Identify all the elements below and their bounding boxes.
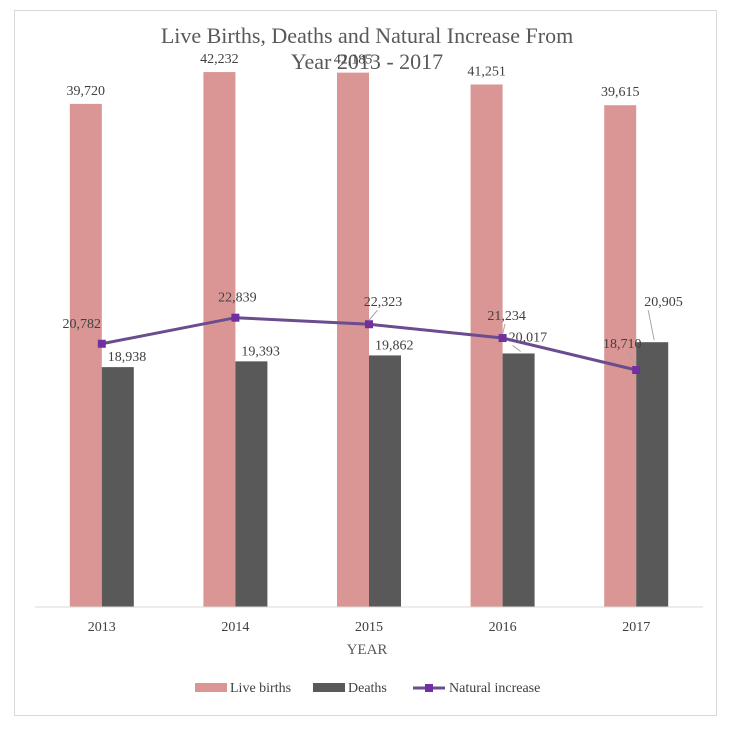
marker-natural-increase-2015 [365, 320, 373, 329]
x-axis-title: YEAR [347, 642, 388, 658]
chart-title-line-2: Year 2013 - 2017 [291, 49, 443, 74]
bar-deaths-2016 [502, 353, 535, 607]
bar-deaths-2014 [235, 361, 268, 607]
bar-deaths-2017 [636, 342, 669, 607]
leader-natural-increase-2016 [502, 323, 506, 335]
bar-deaths-2013 [101, 367, 134, 607]
marker-natural-increase-2013 [97, 339, 106, 348]
x-tick-2013: 2013 [88, 620, 116, 635]
label-deaths-2014: 19,393 [241, 344, 280, 359]
label-live-births-2017: 39,615 [601, 85, 640, 100]
label-natural-increase-2016: 21,234 [487, 309, 526, 324]
label-deaths-2017: 20,905 [644, 295, 683, 310]
marker-natural-increase-2016 [498, 334, 507, 343]
legend-swatch-deaths [313, 683, 345, 692]
x-tick-2014: 2014 [221, 620, 249, 635]
x-tick-2015: 2015 [355, 620, 383, 635]
bar-live-births-2016 [470, 84, 503, 608]
bar-live-births-2014 [203, 72, 236, 607]
x-tick-2017: 2017 [622, 620, 650, 635]
label-deaths-2015: 19,862 [375, 338, 414, 353]
plot-area: 39,720 42,232 42,185 41,251 39,615 18,938 19,3… [63, 52, 683, 608]
bar-deaths-2015 [369, 355, 401, 607]
chart-title-line-1: Live Births, Deaths and Natural Increase… [161, 23, 573, 48]
bar-live-births-2013 [69, 103, 102, 607]
label-natural-increase-2015: 22,323 [364, 295, 403, 310]
chart-frame: Live Births, Deaths and Natural Increase… [14, 10, 717, 716]
label-live-births-2016: 41,251 [467, 64, 506, 79]
label-live-births-2014: 42,232 [200, 52, 239, 67]
leader-deaths-2017 [647, 310, 655, 341]
chart-svg: Live Births, Deaths and Natural Increase… [35, 23, 703, 696]
label-live-births-2013: 39,720 [67, 84, 106, 99]
x-axis-ticks: 2013 2014 2015 2016 2017 [88, 620, 650, 635]
label-natural-increase-2017: 18,710 [603, 337, 642, 352]
legend-label-natural-increase: Natural increase [449, 681, 540, 696]
bar-live-births-2017 [604, 105, 637, 608]
legend: Live births Deaths Natural increase [195, 681, 540, 696]
label-deaths-2013: 18,938 [108, 350, 147, 365]
leader-natural-increase-2015 [368, 309, 378, 321]
leader-natural-increase-2017 [627, 351, 637, 367]
marker-natural-increase-2014 [231, 313, 240, 322]
marker-natural-increase-2017 [632, 366, 641, 375]
label-natural-increase-2013: 20,782 [63, 317, 102, 332]
bar-live-births-2015 [337, 72, 369, 607]
x-tick-2016: 2016 [489, 620, 517, 635]
legend-label-deaths: Deaths [348, 681, 387, 696]
legend-swatch-live-births [195, 683, 227, 692]
label-live-births-2015: 42,185 [334, 53, 373, 68]
label-natural-increase-2014: 22,839 [218, 291, 257, 306]
legend-label-live-births: Live births [230, 681, 291, 696]
legend-marker-natural-increase [425, 684, 433, 692]
leader-deaths-2016 [512, 345, 521, 352]
